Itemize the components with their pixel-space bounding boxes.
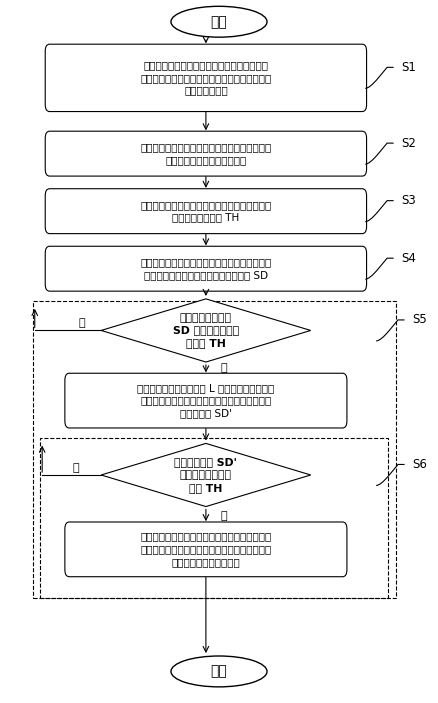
Text: S6: S6 [413, 458, 427, 471]
Ellipse shape [171, 656, 267, 687]
Text: 开始: 开始 [211, 15, 227, 29]
Text: 是: 是 [220, 511, 227, 522]
Text: 判断断纤判断方差
SD 是否小于断纤判
断阈值 TH: 判断断纤判断方差 SD 是否小于断纤判 断阈值 TH [173, 313, 239, 348]
Text: 否: 否 [78, 318, 85, 328]
Text: S3: S3 [402, 194, 416, 207]
Text: S5: S5 [413, 314, 427, 326]
Text: S4: S4 [402, 252, 417, 265]
Polygon shape [101, 444, 311, 507]
Text: S2: S2 [402, 136, 417, 150]
FancyBboxPatch shape [45, 246, 367, 291]
Text: 从当前窗口的末端倒序查找出第一个大于过程质
量数据的最大值的过程数据并将该过程数据对应
的位置点作为断纤位置点: 从当前窗口的末端倒序查找出第一个大于过程质 量数据的最大值的过程数据并将该过程数… [140, 531, 272, 567]
FancyBboxPatch shape [45, 44, 367, 112]
Text: 分别采集运行过程的标准距离内、外的信号强度
作为过程数据和过程质量数据: 分别采集运行过程的标准距离内、外的信号强度 作为过程数据和过程质量数据 [140, 142, 272, 165]
Text: 否: 否 [72, 463, 79, 473]
FancyBboxPatch shape [65, 373, 347, 428]
Bar [33, 301, 396, 598]
Text: 据根据过程质量数据按照预定阈值计算方法计算
得到断纤判断阈值 TH: 据根据过程质量数据按照预定阈值计算方法计算 得到断纤判断阈值 TH [140, 200, 272, 223]
Text: S1: S1 [402, 61, 417, 74]
Text: 判断定位方差 SD'
是否大于断纤判断
阈值 TH: 判断定位方差 SD' 是否大于断纤判断 阈值 TH [174, 457, 237, 493]
FancyBboxPatch shape [45, 188, 367, 233]
Polygon shape [101, 299, 311, 362]
Text: 采集正常工况下的由光纤探测端输出给探测器
的探测信号的信号强度作为样本数据，建立最小
二乘法数据模型: 采集正常工况下的由光纤探测端输出给探测器 的探测信号的信号强度作为样本数据，建立… [140, 60, 272, 96]
Ellipse shape [171, 6, 267, 37]
Text: 将标准距离的末端的窗口内的过程数据输入到最
小二乘法模型中计算得到断纤判断方差 SD: 将标准距离的末端的窗口内的过程数据输入到最 小二乘法模型中计算得到断纤判断方差 … [140, 257, 272, 280]
Bar [40, 438, 389, 598]
FancyBboxPatch shape [65, 522, 347, 576]
Text: 将窗口向前滑动预定距离 L 得到当前窗口，将当
前窗口内的过程数据输入到最小二乘法模型中得
到定位方差 SD': 将窗口向前滑动预定距离 L 得到当前窗口，将当 前窗口内的过程数据输入到最小二乘… [137, 383, 275, 418]
FancyBboxPatch shape [45, 131, 367, 176]
Text: 结束: 结束 [211, 664, 227, 678]
Text: 是: 是 [220, 363, 227, 373]
